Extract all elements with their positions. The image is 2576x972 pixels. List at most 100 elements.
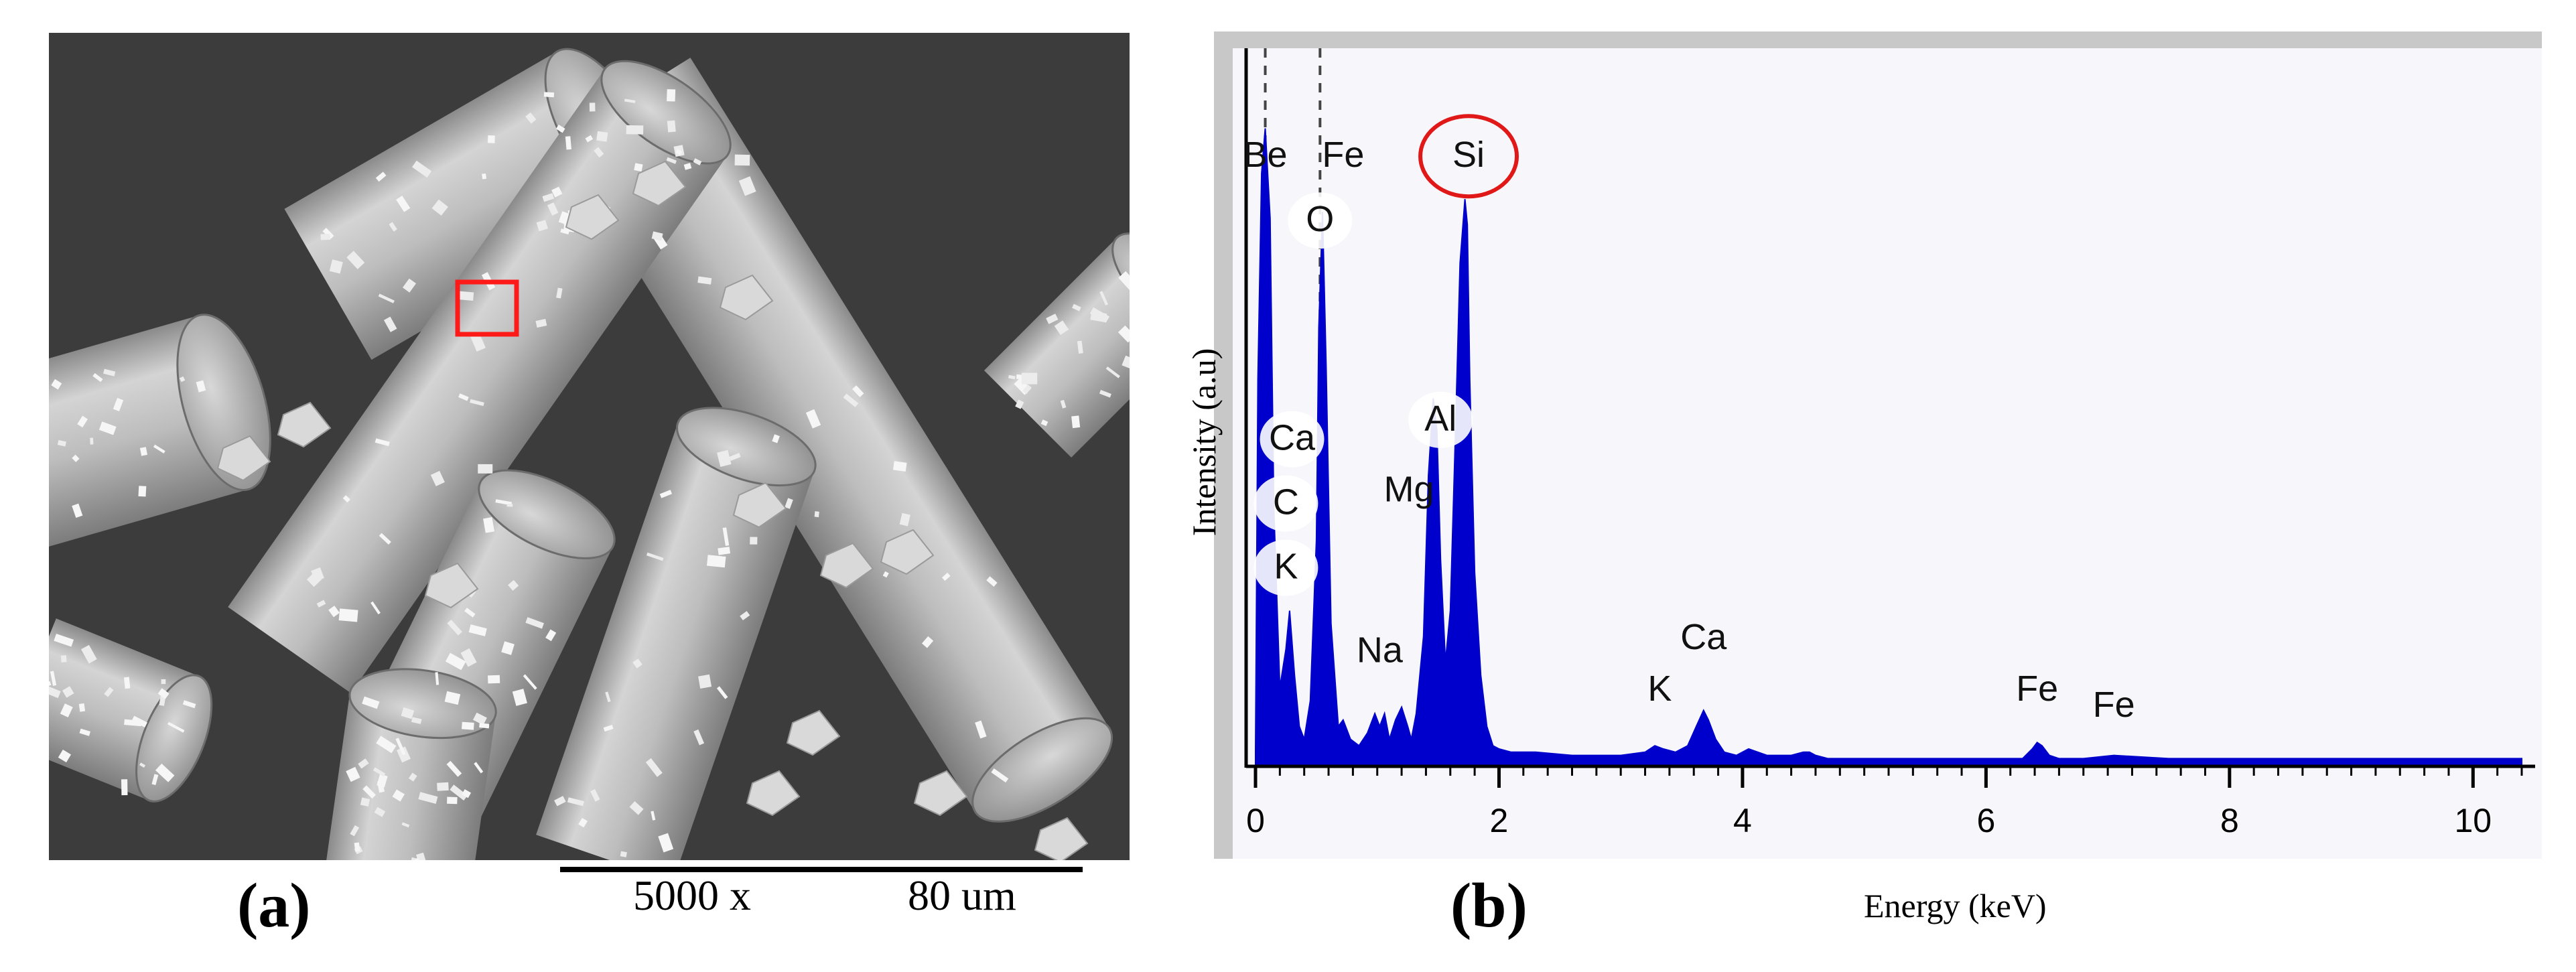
debris-flake <box>468 624 487 636</box>
label-bubble <box>1253 539 1318 596</box>
debris-flake <box>645 758 663 777</box>
debris-flake <box>986 576 998 587</box>
debris-flake <box>646 552 664 561</box>
debris-flake <box>316 600 326 608</box>
debris-flake <box>1072 303 1081 311</box>
debris-flake <box>634 163 643 172</box>
x-tick-label: 2 <box>1490 802 1509 839</box>
debris-flake <box>495 499 513 506</box>
panel-a-label: (a) <box>237 871 311 941</box>
debris-chunk <box>565 194 620 240</box>
debris-flake <box>508 579 519 591</box>
debris-flake <box>457 291 474 301</box>
debris-flake <box>1105 366 1120 378</box>
debris-flake <box>401 822 410 828</box>
debris-flake <box>49 686 61 699</box>
debris-flake <box>535 318 547 328</box>
debris-flake <box>470 333 486 352</box>
debris-flake <box>458 393 469 401</box>
debris-flake <box>60 703 73 717</box>
debris-chunk <box>424 562 479 609</box>
debris-flake <box>501 641 515 655</box>
debris-flake <box>525 112 537 124</box>
debris-chunk <box>216 435 271 482</box>
debris-flake <box>1060 399 1067 409</box>
debris-flake <box>1077 340 1083 354</box>
debris-flake <box>565 136 572 150</box>
debris-flake <box>431 199 448 216</box>
debris-flake <box>342 495 350 503</box>
debris-flake <box>1117 325 1130 343</box>
debris-flake <box>651 231 663 241</box>
fiber-rods <box>49 48 1130 860</box>
debris-flake <box>396 196 411 212</box>
debris-flake <box>167 721 185 733</box>
debris-flake <box>113 397 124 411</box>
debris-flake <box>392 789 405 802</box>
debris-flake <box>921 636 934 648</box>
debris-flake <box>729 453 741 461</box>
debris-chunk <box>732 482 787 529</box>
surface-debris <box>49 89 1130 860</box>
debris-flake <box>49 681 52 687</box>
debris-flake <box>852 385 864 398</box>
debris-flake <box>447 619 462 636</box>
debris-chunk <box>632 160 687 207</box>
debris-flake <box>470 399 484 407</box>
debris-flake <box>374 807 386 817</box>
debris-flake <box>512 689 527 706</box>
peak-label: Fe <box>1322 135 1364 175</box>
debris-flake <box>605 691 611 703</box>
debris-flake <box>54 633 74 647</box>
debris-flake <box>632 658 642 669</box>
debris-flake <box>525 617 544 629</box>
debris-flake <box>651 811 656 821</box>
debris-flake <box>79 728 91 736</box>
debris-flake <box>750 537 758 545</box>
debris-flake <box>1099 389 1111 398</box>
debris-flake <box>62 686 74 698</box>
debris-flake <box>1040 419 1048 427</box>
debris-flake <box>843 393 859 407</box>
peak-label: K <box>1647 669 1672 709</box>
debris-flake <box>785 498 793 509</box>
scale-bar <box>560 867 1083 872</box>
debris-flake <box>941 572 951 581</box>
debris-flake <box>51 378 62 390</box>
highlight-circle <box>1418 114 1519 199</box>
debris-flake <box>139 762 146 768</box>
debris-flake <box>121 779 128 796</box>
debris-flake <box>1021 372 1038 385</box>
x-tick-label: 0 <box>1246 802 1265 839</box>
debris-flake <box>411 717 422 724</box>
debris-flake <box>338 608 358 622</box>
debris-flake <box>362 696 380 709</box>
debris-flake <box>450 784 468 801</box>
peak-label: Fe <box>2093 685 2135 725</box>
peak-label: Be <box>1243 135 1288 175</box>
debris-flake <box>1046 314 1059 324</box>
debris-flake <box>991 768 1009 783</box>
debris-flake <box>603 725 614 732</box>
debris-flake <box>444 691 461 705</box>
debris-flake <box>487 675 500 684</box>
debris-flake <box>474 762 484 774</box>
debris-flake <box>1016 374 1023 380</box>
scale-length-label: 80 um <box>908 872 1016 919</box>
debris-flake <box>1054 320 1069 336</box>
debris-flake <box>683 163 692 170</box>
debris-flake <box>506 504 513 507</box>
debris-chunk <box>1034 817 1089 860</box>
peak-label: O <box>1306 199 1334 239</box>
debris-chunk <box>277 401 332 448</box>
debris-flake <box>1118 271 1130 291</box>
x-tick-label: 10 <box>2454 802 2492 839</box>
label-bubble <box>1260 411 1325 468</box>
debris-flake <box>138 486 147 497</box>
debris-flake <box>161 679 166 685</box>
peak-label: Fe <box>2016 669 2058 709</box>
debris-flake <box>320 233 331 240</box>
debris-flake <box>389 222 397 232</box>
debris-flake <box>626 125 644 135</box>
